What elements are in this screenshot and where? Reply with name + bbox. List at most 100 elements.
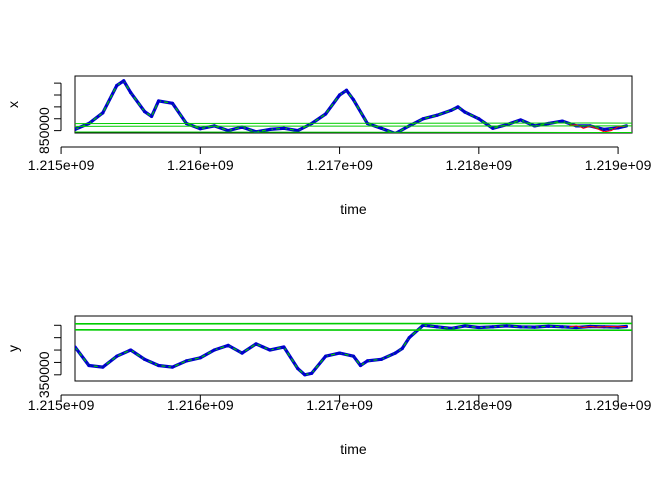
track-point xyxy=(115,354,119,358)
panel-y: 1.215e+09 1.216e+09 1.217e+09 1.218e+09 1.21… xyxy=(5,315,652,457)
track-point xyxy=(254,342,258,346)
track-point xyxy=(156,99,161,103)
x-tick-label: 1.218e+09 xyxy=(446,397,513,413)
x-tick-label: 1.219e+09 xyxy=(585,397,652,413)
track-point xyxy=(101,111,105,115)
track-point xyxy=(268,127,272,132)
plot-area xyxy=(75,322,632,377)
track-point xyxy=(477,325,481,330)
track-point xyxy=(129,91,133,95)
track-point xyxy=(115,83,119,88)
track-point xyxy=(87,363,91,368)
x-tick-label: 1.215e+09 xyxy=(28,397,95,413)
track-point xyxy=(365,359,370,363)
track-point xyxy=(574,325,578,330)
track-point xyxy=(324,112,328,116)
confidence-ellipse xyxy=(75,322,632,332)
track-point xyxy=(463,324,467,328)
panel-x: 1.215e+09 1.216e+09 1.217e+09 1.218e+09 1.21… xyxy=(5,75,652,217)
track-point xyxy=(449,108,453,113)
track-point xyxy=(421,323,425,327)
track-point xyxy=(129,348,133,352)
x-tick-label: 1.216e+09 xyxy=(167,397,234,413)
track-point xyxy=(400,346,404,351)
track-point xyxy=(149,114,154,118)
x-tick-label: 1.217e+09 xyxy=(306,397,373,413)
track-point xyxy=(519,325,523,329)
y-axis-title: x xyxy=(5,101,21,108)
track-point xyxy=(303,373,307,377)
track-point xyxy=(170,101,175,105)
track-point xyxy=(421,117,425,121)
x-axis-title: time xyxy=(340,201,367,217)
track-point xyxy=(184,359,188,363)
track-point xyxy=(351,98,356,102)
track-point xyxy=(532,325,537,329)
track-point xyxy=(379,357,383,361)
track-point xyxy=(143,357,147,361)
track-point xyxy=(324,354,328,358)
track-point xyxy=(156,363,161,368)
x-tick-label: 1.218e+09 xyxy=(446,157,513,173)
plot-area xyxy=(75,79,632,133)
plot-frame xyxy=(74,75,633,134)
track-point xyxy=(602,127,606,132)
track-point xyxy=(198,356,202,360)
x-tick-label: 1.219e+09 xyxy=(585,157,652,173)
estimate-line xyxy=(569,325,627,329)
track-point xyxy=(310,371,314,375)
track-point xyxy=(491,126,495,130)
track-point xyxy=(282,345,286,349)
track-point xyxy=(122,79,126,83)
track-point xyxy=(435,113,439,117)
track-point xyxy=(519,118,523,122)
track-point xyxy=(268,348,272,352)
confidence-ellipse xyxy=(75,323,632,331)
x-tick-label: 1.215e+09 xyxy=(28,157,95,173)
y-axis-title: y xyxy=(5,345,21,352)
track-point xyxy=(379,126,383,130)
track-point xyxy=(463,110,467,114)
confidence-ellipse xyxy=(75,125,632,127)
track-point xyxy=(449,326,453,330)
track-point xyxy=(358,363,363,368)
track-point xyxy=(560,119,564,123)
track-line xyxy=(75,323,627,377)
track-point xyxy=(456,105,460,109)
track-point xyxy=(296,129,300,133)
x-tick-label: 1.217e+09 xyxy=(306,157,373,173)
track-point xyxy=(477,117,481,121)
track-point xyxy=(560,325,564,329)
y-tick-label: 350000 xyxy=(36,351,52,398)
track-point xyxy=(393,351,397,355)
track-point xyxy=(261,345,265,349)
track-point xyxy=(296,367,300,371)
x-tick-label: 1.216e+09 xyxy=(167,157,234,173)
track-point xyxy=(226,129,230,133)
track-point xyxy=(491,325,495,329)
track-point xyxy=(337,93,342,97)
track-point xyxy=(407,336,411,340)
track-point xyxy=(546,324,551,328)
track-point xyxy=(75,345,77,349)
y-tick-label: 850000 xyxy=(36,107,52,154)
track-point xyxy=(212,348,216,352)
x-axis-title: time xyxy=(340,441,367,457)
track-point xyxy=(143,110,147,114)
track-point xyxy=(170,365,175,369)
track-point xyxy=(624,324,629,329)
track-point xyxy=(282,126,286,130)
fitted-line xyxy=(75,324,627,376)
track-point xyxy=(226,343,230,348)
track-point xyxy=(344,88,349,92)
track-point xyxy=(435,325,439,329)
track-point xyxy=(337,351,342,355)
track-point xyxy=(505,324,509,328)
track-point xyxy=(240,351,244,355)
track-point xyxy=(351,354,356,358)
track-point xyxy=(101,365,105,369)
track-point xyxy=(198,127,202,131)
track-point xyxy=(75,127,77,132)
confidence-ellipse xyxy=(75,122,632,133)
